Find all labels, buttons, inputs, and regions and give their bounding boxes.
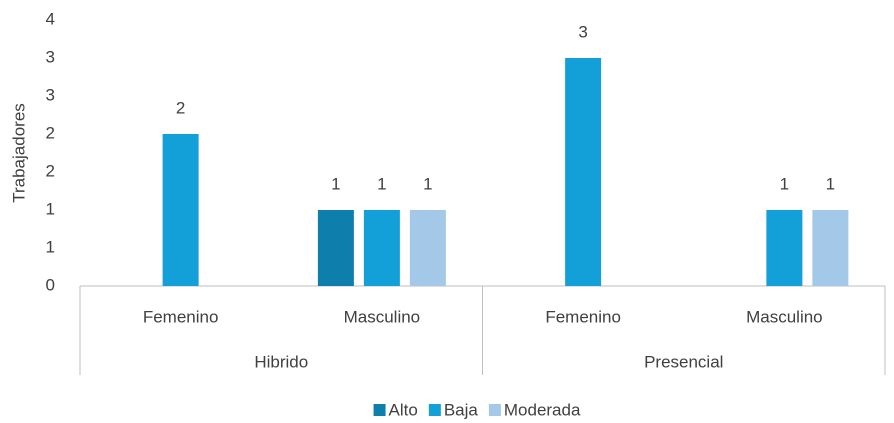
data-label: 1 [423,174,432,193]
data-label: 1 [826,174,835,193]
data-label: 1 [780,174,789,193]
bar [766,210,803,286]
legend-swatch [428,404,441,416]
bar [317,210,354,286]
bar [162,134,199,286]
y-tick-label: 0 [46,275,55,294]
y-tick-label: 1 [46,199,55,218]
legend-swatch [488,404,501,416]
data-label: 1 [377,174,386,193]
y-tick-label: 2 [46,123,55,142]
x-tick-label: Femenino [143,307,219,326]
data-label: 1 [331,174,340,193]
y-tick-label: 4 [46,9,55,28]
legend-label: Baja [444,400,479,419]
y-tick-label: 2 [46,161,55,180]
x-tick-label: Femenino [545,307,621,326]
bar [409,210,446,286]
y-axis-label: Trabajadores [9,103,28,203]
data-label: 2 [176,98,185,117]
legend-swatch [373,404,386,416]
y-tick-label: 1 [46,237,55,256]
group-label: Presencial [644,352,723,371]
bar [363,210,400,286]
bar [565,58,602,286]
y-tick-label: 3 [46,47,55,66]
bar [812,210,849,286]
y-tick-label: 3 [46,85,55,104]
x-tick-label: Masculino [344,307,421,326]
data-label: 3 [578,22,587,41]
legend-label: Alto [389,400,418,419]
group-label: Hibrido [254,352,308,371]
x-tick-label: Masculino [746,307,823,326]
legend-label: Moderada [504,400,581,419]
